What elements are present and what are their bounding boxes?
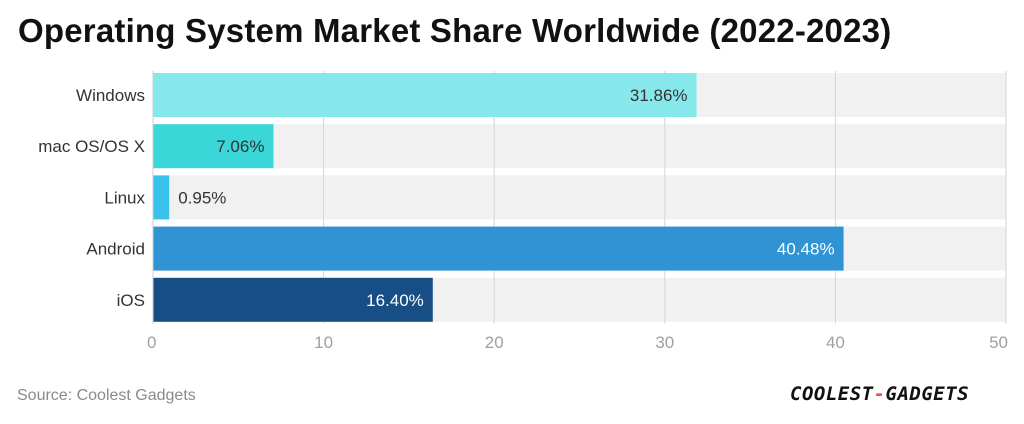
x-tick-label: 10 — [314, 333, 333, 352]
x-tick-label: 40 — [826, 333, 845, 352]
bar — [153, 175, 170, 220]
value-label: 16.40% — [366, 291, 424, 310]
category-label: iOS — [117, 291, 145, 310]
logo-dash: - — [873, 383, 886, 405]
category-label: Linux — [104, 188, 145, 207]
logo-word-1: COOLEST — [790, 383, 874, 405]
bar — [153, 277, 433, 322]
bar — [153, 73, 697, 117]
logo-word-2: GADGETS — [885, 383, 970, 405]
value-label: 0.95% — [178, 188, 226, 207]
chart-title: Operating System Market Share Worldwide … — [18, 12, 892, 49]
category-label: mac OS/OS X — [38, 137, 145, 156]
x-tick-label: 30 — [655, 333, 674, 352]
x-tick-label: 0 — [147, 333, 156, 352]
x-tick-label: 50 — [989, 333, 1008, 352]
value-label: 31.86% — [630, 86, 688, 105]
row-background — [153, 124, 1006, 169]
bar — [153, 226, 844, 271]
brand-logo: COOLEST-GADGETS — [790, 383, 969, 405]
value-label: 40.48% — [777, 240, 835, 259]
value-label: 7.06% — [216, 137, 264, 156]
source-note: Source: Coolest Gadgets — [17, 387, 196, 404]
category-label: Android — [86, 240, 145, 259]
category-label: Windows — [76, 86, 145, 105]
bar — [153, 124, 274, 169]
x-tick-label: 20 — [485, 333, 504, 352]
row-background — [153, 175, 1006, 220]
